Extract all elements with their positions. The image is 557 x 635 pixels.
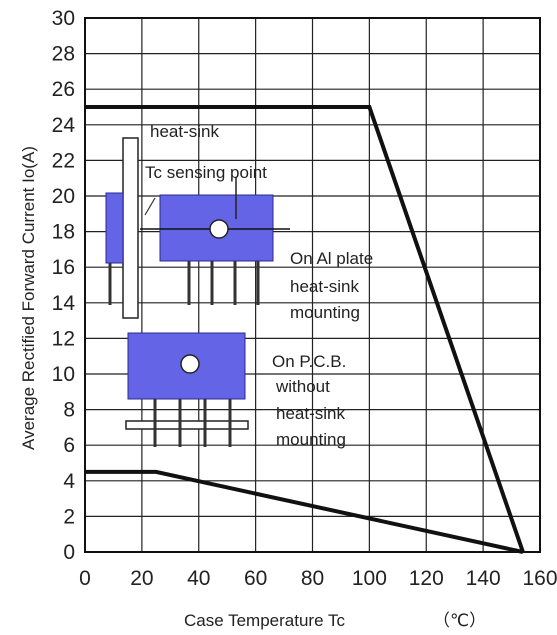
x-tick-label: 60: [244, 567, 267, 590]
y-tick-label: 26: [52, 78, 75, 101]
x-tick-label: 160: [522, 567, 557, 590]
grid: [84, 17, 541, 553]
pcb-component-leads: [153, 399, 232, 447]
pcb-board: [125, 420, 249, 430]
y-tick-label: 0: [63, 541, 75, 564]
y-tick-label: 14: [52, 292, 76, 315]
annotation-pcb-3: heat-sink: [276, 404, 345, 423]
y-tick-label: 12: [52, 327, 75, 350]
y-tick-label: 24: [52, 114, 76, 137]
package-illustrations: [105, 137, 290, 447]
x-tick-label: 100: [352, 567, 387, 590]
annotations: heat-sink Tc sensing point On Al plate h…: [145, 122, 373, 449]
annotation-al-plate-2: heat-sink: [290, 277, 359, 296]
x-tick-label: 0: [79, 567, 91, 590]
y-tick-label: 16: [52, 256, 75, 279]
y-tick-label: 30: [52, 7, 75, 30]
series-lines: [85, 105, 525, 554]
annotation-tc-sensing-point: Tc sensing point: [145, 163, 267, 182]
y-tick-label: 10: [52, 363, 75, 386]
annotation-al-plate-3: mounting: [290, 303, 360, 322]
x-tick-label: 40: [187, 567, 210, 590]
x-tick-label: 140: [466, 567, 501, 590]
x-tick-labels: 0 20 40 60 80 100 120 140 160: [79, 567, 557, 590]
x-axis-label: Case Temperature Tc: [184, 611, 345, 630]
annotation-pcb-1: On P.C.B.: [272, 352, 346, 371]
annotation-al-plate-1: On Al plate: [290, 249, 373, 268]
y-tick-label: 8: [63, 399, 75, 422]
y-axis-label: Average Rectified Forward Current Io(A): [19, 146, 38, 450]
y-tick-label: 2: [63, 505, 75, 528]
pcb-mounting-hole: [180, 354, 200, 374]
x-tick-label: 80: [301, 567, 324, 590]
y-tick-label: 20: [52, 185, 75, 208]
x-axis-unit: （℃）: [433, 611, 486, 630]
mounting-hole: [209, 219, 229, 239]
x-tick-label: 20: [130, 567, 153, 590]
x-tick-label: 120: [409, 567, 444, 590]
annotation-pcb-4: mounting: [276, 430, 346, 449]
side-view-component: [105, 192, 124, 264]
y-tick-label: 18: [52, 221, 75, 244]
y-tick-label: 4: [63, 470, 75, 493]
y-tick-label: 22: [52, 149, 75, 172]
series-al-plate-line: [85, 105, 525, 553]
y-tick-label: 6: [63, 434, 75, 457]
y-tick-label: 28: [52, 43, 75, 66]
plot-frame: [84, 17, 541, 553]
heat-sink-pointer: [144, 197, 156, 216]
series-pcb-line: [85, 469, 524, 554]
heat-sink-plate: [122, 137, 139, 319]
component-leads: [187, 261, 260, 305]
annotation-pcb-2: without: [275, 377, 330, 396]
annotation-heat-sink: heat-sink: [150, 122, 219, 141]
